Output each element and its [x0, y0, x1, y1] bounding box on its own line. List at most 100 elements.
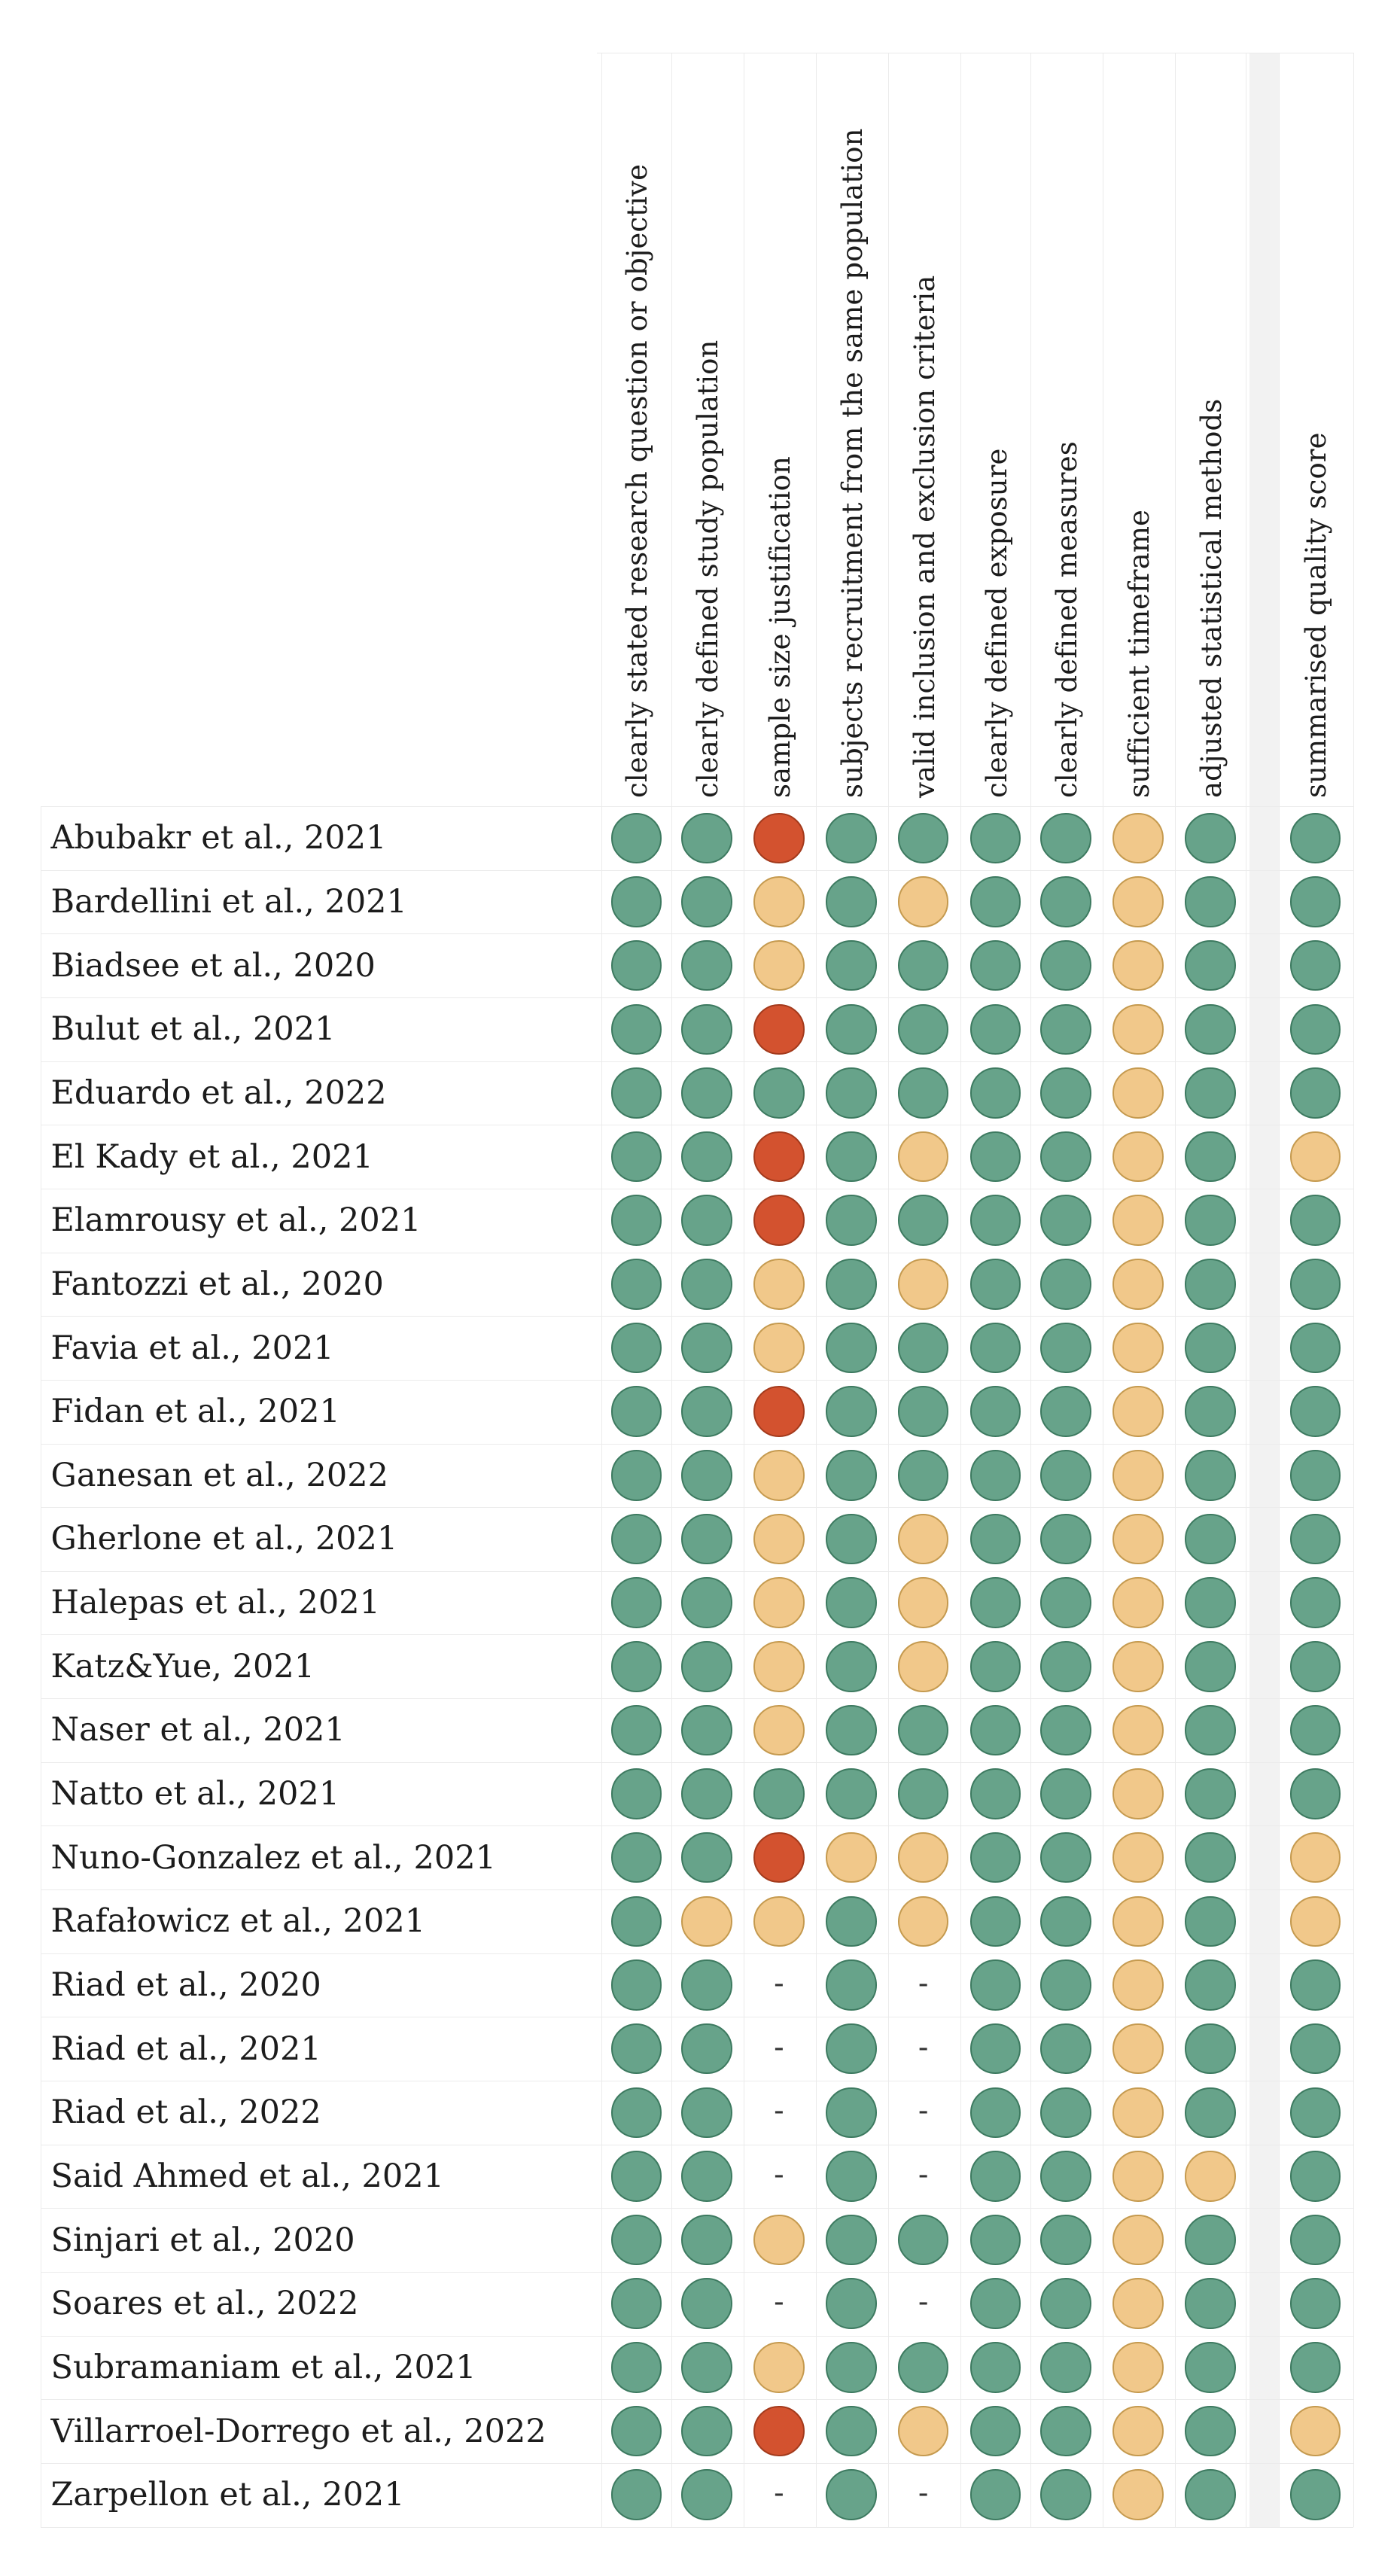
- rating-green-dot: [610, 812, 662, 864]
- study-label: Fantozzi et al., 2020: [50, 1265, 384, 1303]
- rating-green-dot: [1289, 1322, 1341, 1374]
- rating-green-dot: [1289, 1259, 1341, 1310]
- rating-green-dot: [1040, 1003, 1091, 1055]
- study-label: Riad et al., 2021: [50, 2029, 321, 2068]
- rating-yellow-dot: [753, 1641, 805, 1692]
- rating-green-dot: [826, 1895, 877, 1947]
- rating-green-dot: [826, 2342, 877, 2393]
- rating-green-dot: [969, 1832, 1021, 1883]
- rating-not-applicable: -: [918, 2476, 929, 2511]
- rating-green-dot: [681, 1322, 732, 1374]
- grid-column-line: [1279, 52, 1280, 2527]
- rating-green-dot: [969, 2151, 1021, 2202]
- summary-separator-band: [1249, 52, 1280, 2527]
- rating-yellow-dot: [897, 1259, 949, 1310]
- rating-green-dot: [969, 1067, 1021, 1119]
- study-label: Katz&Yue, 2021: [50, 1647, 315, 1685]
- rating-green-dot: [969, 1386, 1021, 1437]
- rating-green-dot: [610, 2214, 662, 2266]
- rating-green-dot: [681, 1577, 732, 1628]
- rating-green-dot: [969, 2469, 1021, 2520]
- rating-green-dot: [969, 1959, 1021, 2011]
- rating-yellow-dot: [753, 2214, 805, 2266]
- rating-green-dot: [969, 1131, 1021, 1183]
- rating-green-dot: [1040, 2023, 1091, 2075]
- study-label: Elamrousy et al., 2021: [50, 1201, 422, 1240]
- rating-yellow-dot: [1112, 2469, 1164, 2520]
- rating-green-dot: [1040, 1450, 1091, 1501]
- grid-row-line: [41, 869, 1353, 871]
- rating-green-dot: [1185, 876, 1236, 927]
- rating-green-dot: [610, 1195, 662, 1247]
- study-label: Riad et al., 2020: [50, 1966, 321, 2005]
- rating-green-dot: [753, 1768, 805, 1819]
- rating-yellow-dot: [897, 2405, 949, 2457]
- rating-yellow-dot: [1112, 1067, 1164, 1119]
- rating-green-dot: [681, 1067, 732, 1119]
- column-header: clearly defined exposure: [980, 448, 1013, 798]
- rating-green-dot: [681, 876, 732, 927]
- rating-green-dot: [826, 2469, 877, 2520]
- rating-yellow-dot: [1112, 2278, 1164, 2330]
- rating-red-dot: [753, 1003, 805, 1055]
- rating-green-dot: [897, 1768, 949, 1819]
- rating-yellow-dot: [753, 2342, 805, 2393]
- grid-row-line: [41, 997, 1353, 998]
- rating-green-dot: [826, 876, 877, 927]
- rating-green-dot: [969, 2087, 1021, 2139]
- study-label: Abubakr et al., 2021: [50, 819, 387, 857]
- rating-green-dot: [826, 1003, 877, 1055]
- rating-green-dot: [1040, 2469, 1091, 2520]
- rating-green-dot: [1185, 2087, 1236, 2139]
- rating-yellow-dot: [1112, 1513, 1164, 1565]
- rating-green-dot: [826, 1959, 877, 2011]
- rating-green-dot: [681, 1195, 732, 1247]
- rating-yellow-dot: [897, 876, 949, 927]
- rating-not-applicable: -: [918, 2285, 929, 2320]
- column-header: clearly stated research question or obje…: [621, 163, 654, 798]
- rating-green-dot: [1289, 2469, 1341, 2520]
- rating-green-dot: [681, 1832, 732, 1883]
- rating-green-dot: [1289, 2151, 1341, 2202]
- study-label: Bulut et al., 2021: [50, 1010, 336, 1049]
- rating-green-dot: [897, 2342, 949, 2393]
- rating-green-dot: [826, 1641, 877, 1692]
- rating-green-dot: [1040, 1641, 1091, 1692]
- rating-yellow-dot: [1112, 1195, 1164, 1247]
- rating-green-dot: [1185, 1450, 1236, 1501]
- rating-yellow-dot: [1112, 2405, 1164, 2457]
- rating-green-dot: [1040, 1195, 1091, 1247]
- rating-green-dot: [1040, 1322, 1091, 1374]
- rating-green-dot: [681, 1768, 732, 1819]
- rating-green-dot: [1289, 2087, 1341, 2139]
- rating-green-dot: [826, 1322, 877, 1374]
- study-label: Favia et al., 2021: [50, 1329, 334, 1367]
- rating-yellow-dot: [1112, 1450, 1164, 1501]
- rating-yellow-dot: [1112, 1259, 1164, 1310]
- rating-green-dot: [1185, 2214, 1236, 2266]
- rating-green-dot: [826, 1704, 877, 1756]
- rating-green-dot: [826, 939, 877, 991]
- rating-green-dot: [969, 2405, 1021, 2457]
- rating-green-dot: [1185, 2023, 1236, 2075]
- rating-green-dot: [1185, 1959, 1236, 2011]
- column-header: clearly defined measures: [1051, 440, 1084, 798]
- rating-yellow-dot: [753, 939, 805, 991]
- rating-yellow-dot: [897, 1513, 949, 1565]
- rating-green-dot: [610, 1832, 662, 1883]
- rating-yellow-dot: [753, 1895, 805, 1947]
- rating-green-dot: [610, 1322, 662, 1374]
- rating-yellow-dot: [753, 876, 805, 927]
- rating-green-dot: [610, 2469, 662, 2520]
- rating-yellow-dot: [1289, 1131, 1341, 1183]
- rating-not-applicable: -: [918, 2093, 929, 2129]
- rating-green-dot: [1185, 2342, 1236, 2393]
- study-label: Fidan et al., 2021: [50, 1393, 340, 1431]
- rating-green-dot: [1289, 1003, 1341, 1055]
- grid-row-line: [41, 1761, 1353, 1763]
- rating-green-dot: [681, 2087, 732, 2139]
- rating-green-dot: [897, 2214, 949, 2266]
- rating-green-dot: [1289, 812, 1341, 864]
- rating-green-dot: [826, 1131, 877, 1183]
- rating-green-dot: [610, 1131, 662, 1183]
